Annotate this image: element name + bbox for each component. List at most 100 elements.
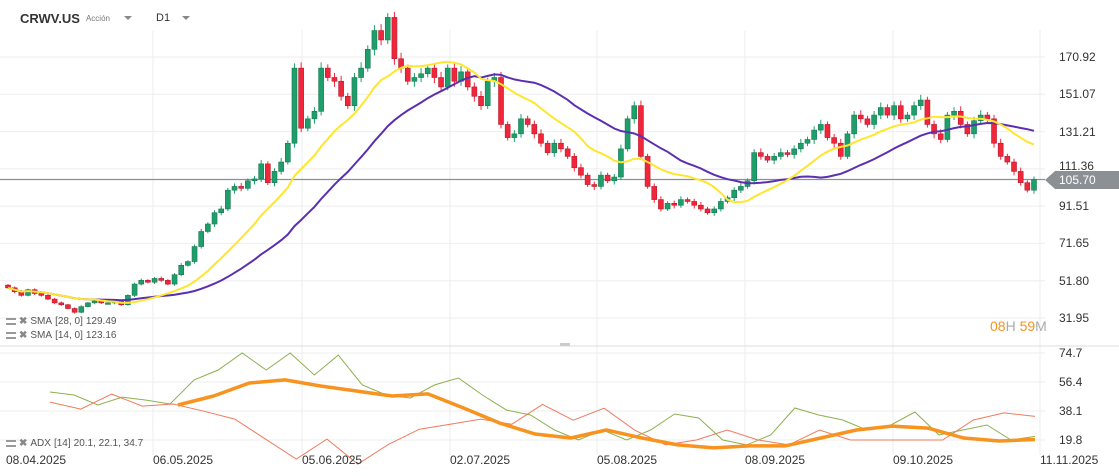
close-icon[interactable]: ✖ (19, 330, 28, 341)
date-tick-label: 11.11.2025 (1040, 453, 1099, 467)
minus-di-line (49, 393, 1036, 465)
menu-icon[interactable] (6, 318, 16, 325)
candle-body (205, 223, 211, 232)
candle-body (624, 118, 631, 150)
candle-body (331, 77, 338, 82)
candle-body (631, 105, 638, 120)
timeframe-selector[interactable]: D1 (156, 12, 191, 24)
candle-body (391, 17, 398, 60)
candle-body (225, 189, 231, 210)
candle-body (877, 107, 884, 116)
candle-body (571, 156, 578, 168)
symbol-dropdown-icon[interactable] (123, 16, 132, 20)
candle-body (78, 306, 85, 313)
candle-body (371, 30, 378, 50)
candle-body (231, 186, 238, 191)
candle-body (45, 295, 51, 300)
candle-body (278, 161, 284, 172)
adx-label: ADX (30, 438, 51, 449)
date-tick-label: 06.05.2025 (153, 453, 214, 467)
candle-body (951, 111, 957, 116)
candle-body (698, 204, 704, 210)
candle-body (65, 304, 71, 309)
candle-body (91, 300, 98, 304)
candle-body (58, 302, 65, 306)
adx-params: [14] (53, 438, 71, 449)
candle-body (1017, 171, 1024, 183)
candle-body (298, 67, 304, 129)
candle-body (931, 124, 937, 135)
candle-body (344, 95, 351, 106)
candle-body (771, 156, 777, 161)
date-tick-label: 08.09.2025 (745, 453, 806, 467)
candle-body (791, 148, 797, 155)
candle-body (944, 114, 951, 140)
sma28-params: [28, 0] (55, 316, 83, 327)
candle-body (105, 302, 111, 305)
symbol-label[interactable]: CRWV.US (20, 10, 80, 26)
candle-body (604, 174, 611, 182)
candle-body (471, 86, 478, 97)
timer-hours: 08 (990, 318, 1006, 334)
candle-body (811, 129, 817, 140)
pane-resize-handle (560, 343, 570, 346)
candle-body (711, 208, 718, 214)
menu-icon[interactable] (6, 332, 16, 339)
candle-body (551, 142, 558, 153)
adx-values: 20.1, 22.1, 34.7 (73, 438, 144, 449)
candle-body (751, 152, 757, 182)
candle-body (384, 17, 391, 41)
menu-icon[interactable] (6, 440, 16, 447)
candle-body (651, 186, 658, 200)
candle-body (504, 124, 511, 138)
price-tick-label: 131.21 (1059, 124, 1096, 139)
timeframe-label: D1 (156, 12, 171, 24)
price-tick-label: 151.07 (1059, 87, 1096, 102)
candle-body (191, 246, 198, 262)
candle-body (145, 280, 151, 283)
close-icon[interactable]: ✖ (19, 316, 28, 327)
candle-body (891, 105, 897, 116)
sma28-label: SMA (30, 316, 53, 327)
candle-body (598, 174, 604, 187)
candle-body (438, 77, 444, 88)
candle-body (798, 142, 804, 150)
adx-tick-label: 74.7 (1059, 346, 1083, 360)
candle-body (718, 201, 724, 210)
candle-body (171, 274, 178, 285)
candle-body (564, 148, 571, 157)
candle-body (658, 199, 664, 210)
candle-body (1011, 161, 1017, 172)
candle-body (151, 278, 158, 283)
candle-body (305, 118, 311, 129)
timer-hours-unit: H (1005, 318, 1016, 334)
candle-body (411, 77, 418, 82)
sma14-line (7, 60, 1035, 304)
candle-body (997, 142, 1004, 157)
candle-body (245, 180, 251, 189)
timeframe-dropdown-icon[interactable] (182, 16, 191, 20)
candle-body (897, 105, 904, 120)
adx-tick-label: 38.1 (1059, 404, 1083, 418)
candle-body (431, 67, 438, 78)
candle-body (691, 201, 698, 206)
sma28-line (7, 73, 1035, 302)
chart-header: CRWV.US Acción (20, 8, 132, 28)
candle-body (38, 293, 45, 296)
candle-body (185, 261, 191, 266)
candle-body (924, 99, 931, 125)
candle-body (851, 114, 857, 135)
candle-body (738, 186, 744, 191)
sma28-value: 129.49 (85, 316, 117, 327)
candle-body (784, 152, 791, 155)
candle-body (544, 142, 551, 153)
candle-body (238, 186, 244, 189)
candle-body (584, 174, 591, 185)
candle-body (538, 133, 544, 144)
close-icon[interactable]: ✖ (19, 438, 28, 449)
date-tick-label: 09.10.2025 (893, 453, 954, 467)
candle-body (378, 30, 384, 41)
candle-body (451, 67, 458, 82)
candle-body (165, 280, 171, 285)
